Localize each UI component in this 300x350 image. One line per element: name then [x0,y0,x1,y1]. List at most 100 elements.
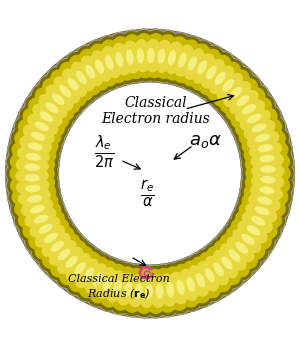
Circle shape [5,29,295,318]
Ellipse shape [209,65,254,111]
Ellipse shape [106,262,142,315]
Ellipse shape [166,282,174,298]
Ellipse shape [59,85,71,97]
Text: Classical
Electron radius: Classical Electron radius [102,96,210,126]
Ellipse shape [260,176,276,183]
Ellipse shape [18,103,69,142]
Ellipse shape [186,44,226,95]
Ellipse shape [215,74,262,118]
Ellipse shape [231,103,282,142]
Ellipse shape [14,113,66,151]
Ellipse shape [7,169,58,199]
Ellipse shape [238,126,289,158]
Ellipse shape [5,156,59,191]
Ellipse shape [198,55,232,95]
Ellipse shape [160,263,192,314]
Ellipse shape [204,244,244,288]
Ellipse shape [213,240,250,278]
Ellipse shape [131,269,158,314]
Ellipse shape [170,261,203,310]
Ellipse shape [223,85,268,124]
Ellipse shape [205,256,229,285]
Ellipse shape [10,149,55,176]
Ellipse shape [30,222,79,264]
Ellipse shape [50,240,87,278]
Ellipse shape [231,97,272,130]
Ellipse shape [42,78,80,114]
Ellipse shape [15,115,64,149]
Ellipse shape [20,135,52,154]
Ellipse shape [206,246,241,285]
Ellipse shape [25,185,40,192]
Ellipse shape [245,160,291,187]
Ellipse shape [112,43,131,76]
Ellipse shape [42,233,80,269]
Ellipse shape [74,262,86,275]
Ellipse shape [108,33,140,84]
Ellipse shape [110,36,138,81]
Ellipse shape [186,277,195,292]
Ellipse shape [204,59,244,104]
Ellipse shape [206,62,241,101]
Ellipse shape [127,264,162,318]
Ellipse shape [205,268,215,282]
Ellipse shape [162,266,190,311]
Ellipse shape [235,107,278,138]
Ellipse shape [245,170,290,197]
Ellipse shape [8,179,59,210]
Ellipse shape [247,130,279,149]
Ellipse shape [86,258,121,306]
Ellipse shape [160,33,192,84]
Ellipse shape [242,158,294,189]
Ellipse shape [20,105,68,140]
Ellipse shape [221,83,270,125]
Ellipse shape [66,249,104,295]
Ellipse shape [159,273,178,307]
Ellipse shape [245,149,290,176]
Ellipse shape [68,55,102,95]
Ellipse shape [16,177,50,196]
Ellipse shape [221,222,270,264]
Ellipse shape [150,265,181,316]
Ellipse shape [229,250,241,262]
Ellipse shape [35,226,74,260]
Ellipse shape [169,272,188,304]
Ellipse shape [235,99,265,122]
Ellipse shape [142,33,169,78]
Ellipse shape [116,264,152,317]
Ellipse shape [119,31,150,82]
Ellipse shape [103,276,112,291]
Ellipse shape [242,169,293,199]
Ellipse shape [177,39,216,91]
Ellipse shape [30,83,79,125]
Ellipse shape [147,48,155,63]
Ellipse shape [15,198,64,232]
Ellipse shape [201,59,225,89]
Ellipse shape [78,257,110,298]
Ellipse shape [152,268,179,313]
Ellipse shape [230,90,259,114]
Ellipse shape [220,244,247,271]
Ellipse shape [259,186,274,194]
Ellipse shape [193,53,215,84]
Ellipse shape [230,87,242,98]
Ellipse shape [239,200,282,230]
Ellipse shape [172,40,201,83]
Ellipse shape [140,30,170,81]
Ellipse shape [255,206,269,215]
Ellipse shape [239,177,293,212]
Ellipse shape [217,76,261,116]
Ellipse shape [18,117,61,147]
Ellipse shape [158,48,165,64]
Ellipse shape [24,214,74,254]
Ellipse shape [209,236,254,282]
Ellipse shape [172,264,201,308]
Ellipse shape [10,124,63,160]
Ellipse shape [34,215,49,224]
Ellipse shape [11,189,61,221]
Ellipse shape [247,113,262,123]
Ellipse shape [24,163,40,171]
Ellipse shape [181,260,211,303]
Ellipse shape [197,61,207,75]
Ellipse shape [35,121,49,131]
